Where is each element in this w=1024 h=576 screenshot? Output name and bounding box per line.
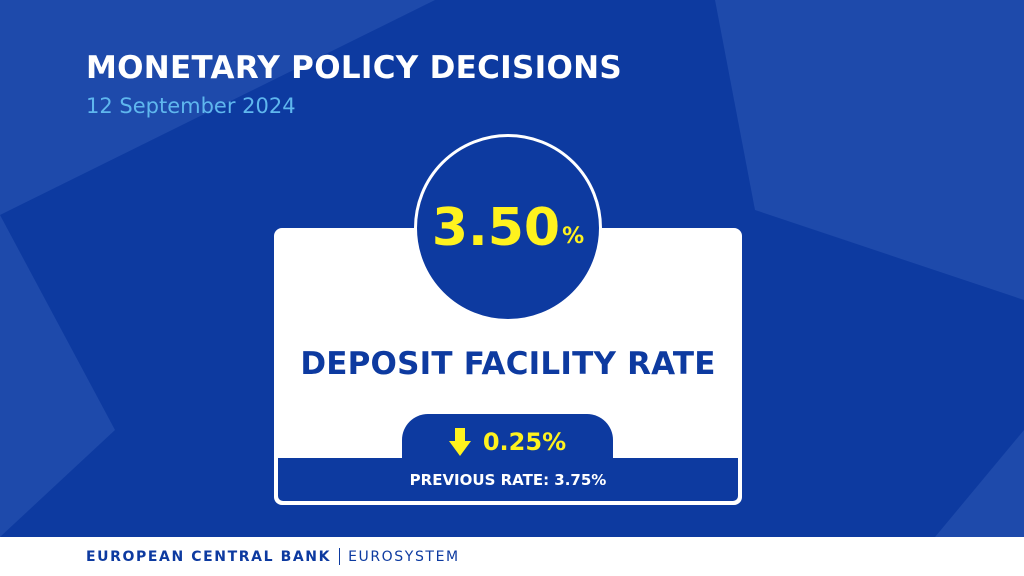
rate-circle: 3.50 %	[414, 134, 602, 322]
page-title: MONETARY POLICY DECISIONS	[86, 50, 622, 86]
previous-rate-text: PREVIOUS RATE: 3.75%	[409, 470, 607, 489]
rate-change-value: 0.25%	[482, 428, 567, 456]
footer-bank-name: EUROPEAN CENTRAL BANK	[86, 548, 332, 565]
footer-separator	[339, 548, 341, 565]
rate-unit: %	[562, 224, 585, 249]
footer-system-name: EUROSYSTEM	[348, 548, 460, 565]
footer: EUROPEAN CENTRAL BANK EUROSYSTEM	[0, 537, 1024, 576]
rate-name: DEPOSIT FACILITY RATE	[300, 346, 716, 382]
decision-date: 12 September 2024	[86, 94, 296, 118]
previous-rate-bar: PREVIOUS RATE: 3.75%	[278, 458, 738, 501]
graphic-canvas: MONETARY POLICY DECISIONS 12 September 2…	[0, 0, 1024, 537]
rate-value: 3.50	[431, 198, 561, 258]
background-star-shape	[0, 0, 1024, 537]
arrow-down-icon	[448, 428, 471, 456]
